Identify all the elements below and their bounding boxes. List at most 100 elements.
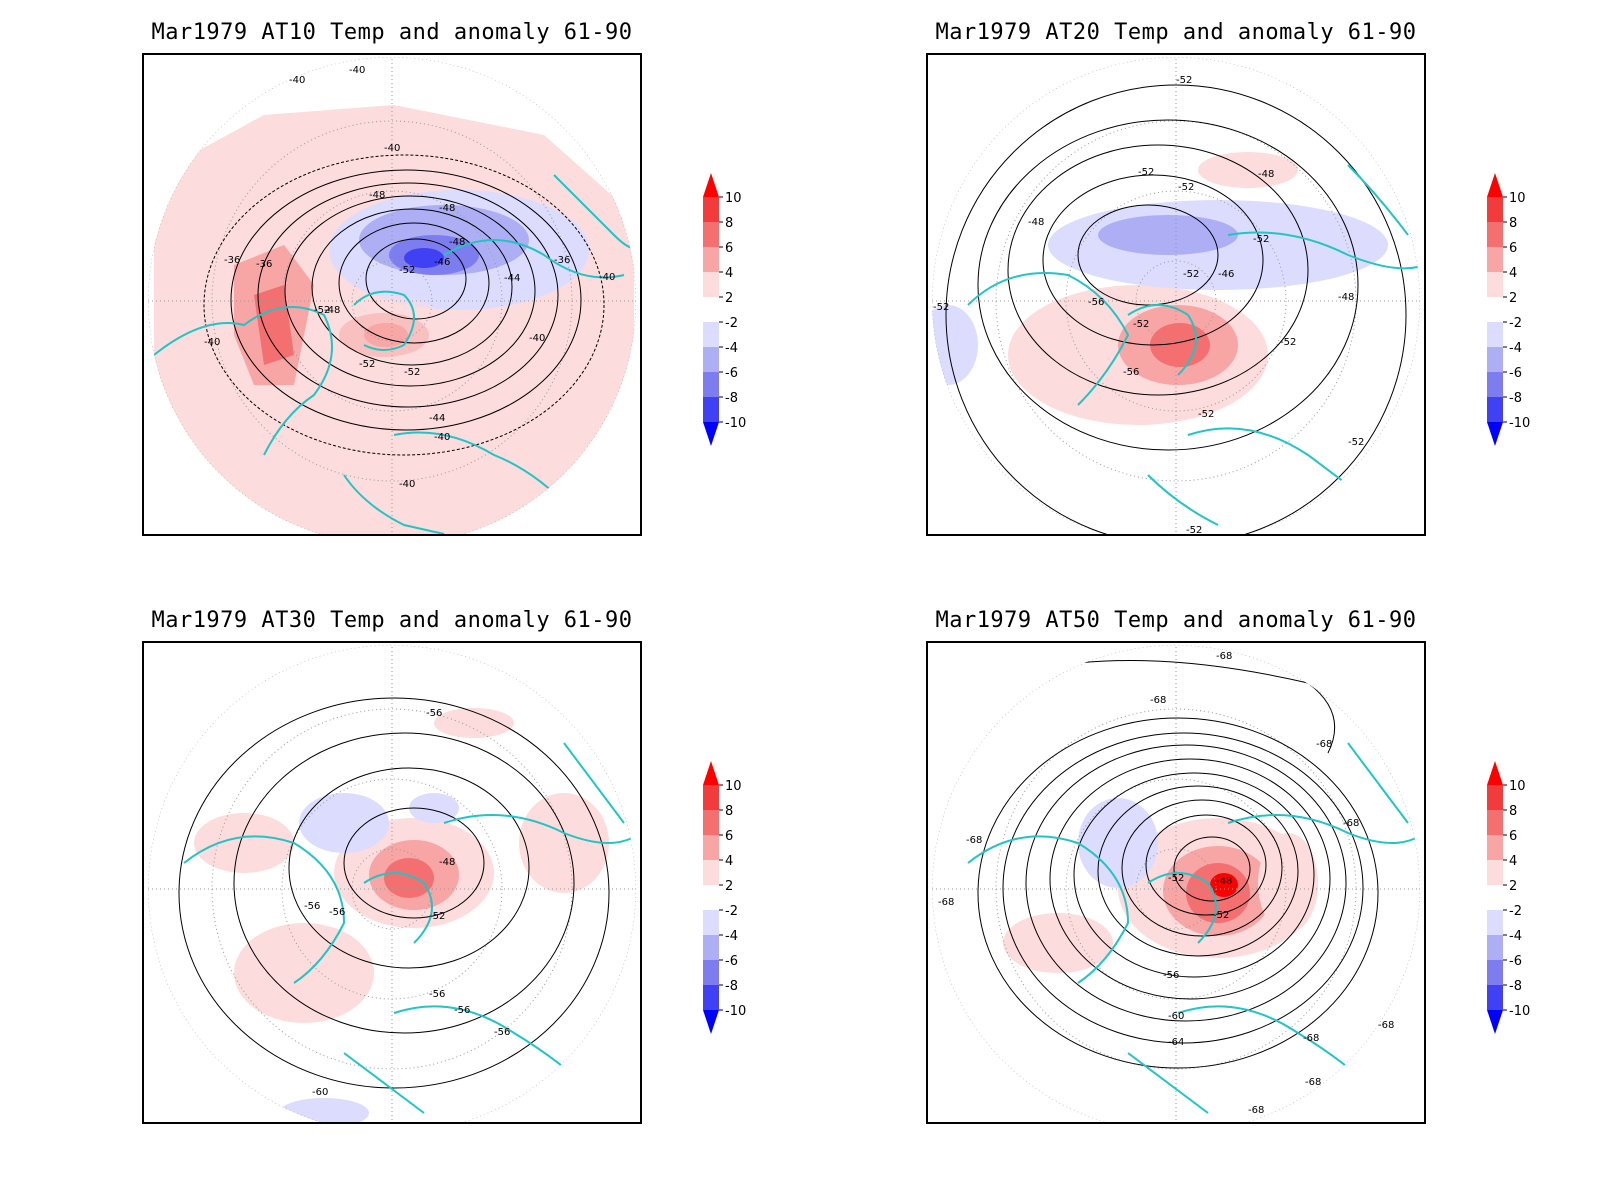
colorbar-label: 6 (725, 241, 733, 256)
colorbar-segment (1487, 935, 1503, 960)
colorbar-label: -2 (725, 316, 738, 331)
contour-label: -36 (224, 255, 240, 266)
colorbar-label: 8 (1509, 216, 1517, 231)
colorbar-label: -6 (725, 366, 738, 381)
colorbar-label: -6 (1509, 366, 1522, 381)
contour-label: -52 (1186, 525, 1202, 534)
contour-label: -56 (426, 708, 442, 719)
panel-at50: Mar1979 AT50 Temp and anomaly 61-90 (916, 608, 1436, 1148)
colorbar-segment (1487, 297, 1503, 322)
map-svg: -56 -48 -52 -56 -56 -56 -56 -56 -60 (148, 645, 636, 1122)
colorbar-label: 8 (725, 216, 733, 231)
contour-label: -52 (314, 305, 330, 316)
contour-label: -60 (1168, 1011, 1184, 1022)
contour-label: -68 (966, 835, 982, 846)
polar-map: -68 -68 -68 -68 -68 -68 -52 -48 -52 -56 … (926, 641, 1426, 1124)
contour-label: -40 (434, 432, 450, 443)
contour-label: -56 (454, 1005, 470, 1016)
colorbar-at20: 10 8 6 4 2 -2 -4 -6 -8 -10 (1487, 172, 1557, 452)
contour-label: -40 (289, 75, 305, 86)
contour-label: -48 (1338, 292, 1354, 303)
colorbar-label: 6 (725, 829, 733, 844)
colorbar-segment (1487, 785, 1503, 810)
colorbar-segment (1487, 860, 1503, 885)
contour-label: -48 (439, 857, 455, 868)
polar-map: -56 -48 -52 -56 -56 -56 -56 -56 -60 (142, 641, 642, 1124)
colorbar-segment (703, 935, 719, 960)
colorbar-label: 10 (1509, 779, 1526, 794)
colorbar-label: 6 (1509, 829, 1517, 844)
contour-label: -52 (1176, 75, 1192, 86)
colorbar-segment (703, 810, 719, 835)
colorbar-svg: 10 8 6 4 2 -2 -4 -6 -8 -10 (1487, 173, 1530, 446)
colorbar-label: 4 (725, 266, 733, 281)
colorbar-label: -10 (1509, 1004, 1530, 1019)
colorbar-arrow-bottom (1487, 1010, 1503, 1034)
map-svg: -52 -52 -52 -48 -48 -52 -52 -46 -56 -52 … (932, 57, 1420, 534)
colorbar-label: 2 (725, 291, 733, 306)
colorbar-arrow-top (703, 173, 719, 197)
contour-label: -48 (369, 190, 385, 201)
contour-label: -68 (1378, 1020, 1394, 1031)
colorbar-at30: 10 8 6 4 2 -2 -4 -6 -8 -10 (703, 760, 773, 1040)
contour-label: -52 (1253, 234, 1269, 245)
colorbar-label: -6 (1509, 954, 1522, 969)
colorbar-segment (703, 322, 719, 347)
colorbar-at10: 10 8 6 4 2 -2 -4 -6 -8 -10 (703, 172, 773, 452)
colorbar-label: 2 (1509, 879, 1517, 894)
contour-label: -52 (933, 302, 949, 313)
colorbar-segment (703, 860, 719, 885)
contour-label: -40 (599, 272, 615, 283)
colorbar-arrow-top (703, 761, 719, 785)
polar-map: -40 -40 -40 -48 -48 -48 -48 -46 -52 -52 … (142, 53, 642, 536)
contour-label: -68 (1216, 651, 1232, 662)
contour-label: -48 (449, 237, 465, 248)
colorbar-segment (1487, 197, 1503, 222)
colorbar-svg: 10 8 6 4 2 -2 -4 -6 -8 -10 (1487, 761, 1530, 1034)
colorbar-label: 4 (1509, 854, 1517, 869)
colorbar-label: 4 (725, 854, 733, 869)
colorbar-label: -4 (1509, 341, 1522, 356)
panel-at10: Mar1979 AT10 Temp and anomaly 61-90 (132, 20, 652, 560)
contour-label: -52 (1133, 319, 1149, 330)
panel-title: Mar1979 AT10 Temp and anomaly 61-90 (151, 20, 633, 45)
colorbar-segment (1487, 810, 1503, 835)
contour-label: -46 (1218, 269, 1234, 280)
colorbar-segment (703, 397, 719, 422)
colorbar-arrow-bottom (1487, 422, 1503, 446)
colorbar-segment (703, 835, 719, 860)
colorbar-segment (1487, 985, 1503, 1010)
colorbar-label: -8 (1509, 979, 1522, 994)
panel-at20: Mar1979 AT20 Temp and anomaly 61-90 (916, 20, 1436, 560)
contour-label: -40 (204, 337, 220, 348)
colorbar-segment (703, 197, 719, 222)
colorbar-segment (703, 347, 719, 372)
colorbar-segment (703, 985, 719, 1010)
colorbar-label: 10 (1509, 191, 1526, 206)
colorbar-label: -10 (725, 416, 746, 431)
contour-label: -56 (1163, 970, 1179, 981)
colorbar-segment (1487, 247, 1503, 272)
polar-map: -52 -52 -52 -48 -48 -52 -52 -46 -56 -52 … (926, 53, 1426, 536)
colorbar-segment (1487, 222, 1503, 247)
colorbar-svg: 10 8 6 4 2 -2 -4 -6 -8 -10 (703, 761, 746, 1034)
colorbar-label: 4 (1509, 266, 1517, 281)
contour-label: -40 (349, 65, 365, 76)
contour-label: -68 (1248, 1105, 1264, 1116)
colorbar-label: 10 (725, 191, 742, 206)
contour-label: -52 (1213, 910, 1229, 921)
map-svg: -68 -68 -68 -68 -68 -68 -52 -48 -52 -56 … (932, 645, 1420, 1122)
contour-label: -52 (1138, 167, 1154, 178)
colorbar-label: -4 (725, 341, 738, 356)
contour-label: -52 (1280, 337, 1296, 348)
colorbar-segment (703, 910, 719, 935)
colorbar-label: 6 (1509, 241, 1517, 256)
contour-label: -68 (1305, 1077, 1321, 1088)
contour-label: -52 (1168, 873, 1184, 884)
panel-title: Mar1979 AT20 Temp and anomaly 61-90 (935, 20, 1417, 45)
colorbar-arrow-top (1487, 761, 1503, 785)
colorbar-label: -2 (1509, 904, 1522, 919)
contour-label: -52 (1183, 269, 1199, 280)
contour-label: -56 (304, 901, 320, 912)
colorbar-segment (1487, 372, 1503, 397)
